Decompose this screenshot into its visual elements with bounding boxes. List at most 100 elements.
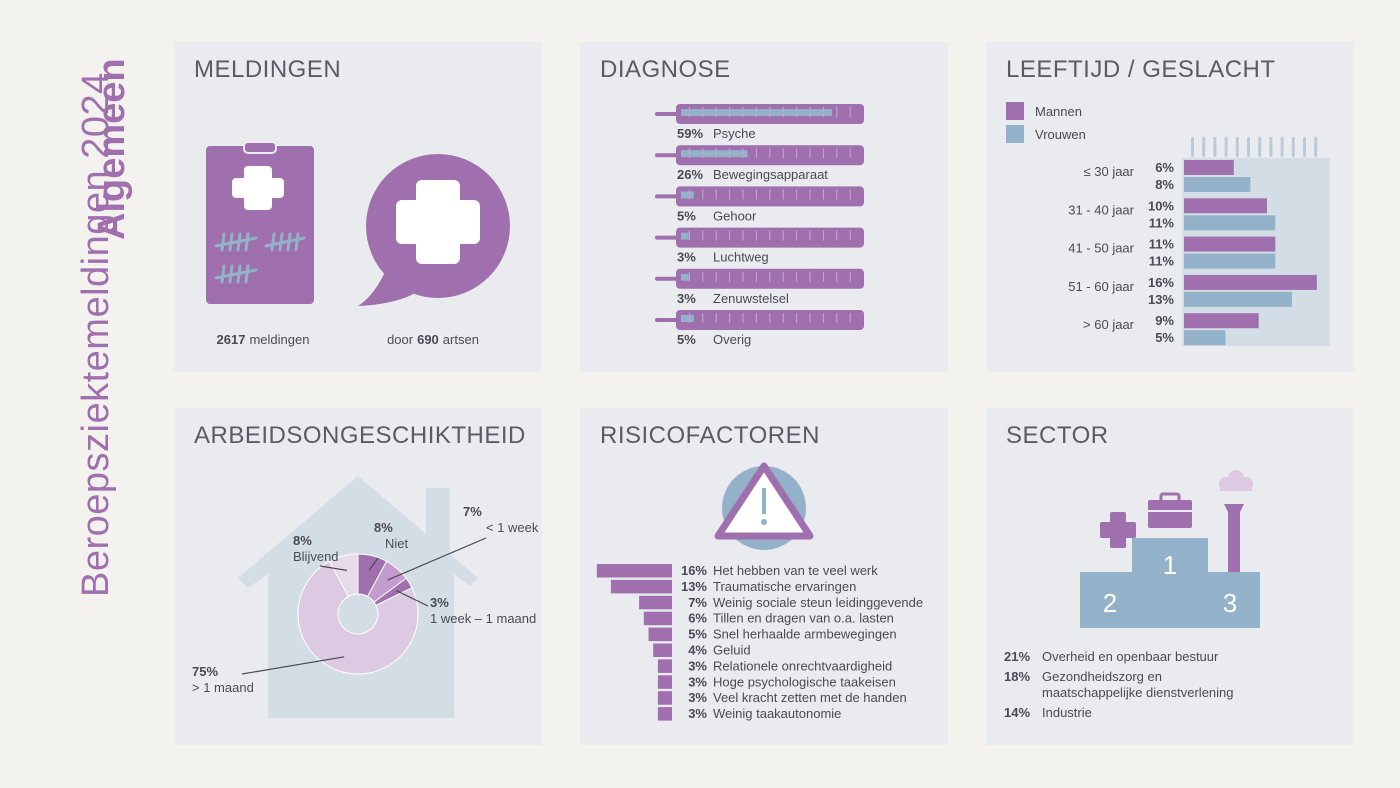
panel-title: SECTOR bbox=[1006, 422, 1109, 449]
calendar-ring bbox=[1280, 137, 1284, 157]
thermometer-stem bbox=[655, 276, 679, 281]
meldingen-graphic: 2617 meldingen door 690 artsen bbox=[206, 141, 510, 347]
risk-category: Het hebben van te veel werk bbox=[713, 563, 878, 578]
leader-line bbox=[396, 590, 429, 607]
diagnose-value: 3% bbox=[677, 291, 696, 306]
legend-label: Mannen bbox=[1035, 104, 1082, 119]
risk-value: 3% bbox=[688, 706, 707, 721]
value-mannen: 16% bbox=[1148, 275, 1174, 290]
risk-value: 5% bbox=[688, 627, 707, 642]
risk-category: Tillen en dragen van o.a. lasten bbox=[713, 611, 894, 626]
calendar-ring bbox=[1269, 137, 1273, 157]
slice-label: > 1 maand bbox=[192, 680, 254, 695]
legend-swatch bbox=[1006, 102, 1024, 120]
diagnose-value: 26% bbox=[677, 167, 703, 182]
donut-slice bbox=[297, 560, 419, 675]
calendar-ring bbox=[1291, 137, 1295, 157]
thermometer-fill bbox=[681, 150, 748, 158]
thermometer-fill bbox=[681, 232, 689, 240]
donut-slice bbox=[328, 553, 359, 598]
thermometer-stem bbox=[655, 112, 679, 116]
podium-icon: 1 2 3 bbox=[1080, 538, 1260, 628]
age-category: 41 - 50 jaar bbox=[1068, 241, 1134, 256]
value-mannen: 9% bbox=[1155, 313, 1174, 328]
bar-vrouwen bbox=[1184, 291, 1292, 307]
slice-label: < 1 week bbox=[486, 520, 539, 535]
sector-value: 18% bbox=[1004, 669, 1030, 684]
thermometer-stem bbox=[655, 153, 679, 158]
risk-bar bbox=[657, 691, 672, 705]
leader-line bbox=[241, 656, 345, 675]
risk-value: 13% bbox=[681, 579, 707, 594]
thermometer-stem bbox=[655, 235, 679, 240]
sector-value: 14% bbox=[1004, 705, 1030, 720]
panel-arbeid: ARBEIDSONGESCHIKTHEID 8% Niet 7% < 1 week 3%… bbox=[174, 408, 542, 745]
bar-vrouwen bbox=[1184, 253, 1276, 269]
diagnose-value: 59% bbox=[677, 126, 703, 141]
bar-vrouwen bbox=[1184, 177, 1251, 192]
slice-value: 7% bbox=[463, 504, 482, 519]
calendar-ring bbox=[1213, 137, 1217, 157]
value-vrouwen: 11% bbox=[1149, 215, 1175, 230]
age-category: 31 - 40 jaar bbox=[1068, 202, 1134, 217]
risk-category: Weinig sociale steun leidinggevende bbox=[713, 595, 923, 610]
age-category: > 60 jaar bbox=[1083, 317, 1135, 332]
risk-category: Weinig taakautonomie bbox=[713, 706, 841, 721]
panel-title: MELDINGEN bbox=[194, 56, 342, 83]
panel-sector: SECTOR 1 2 3 21% Overheid en openbaar bes… bbox=[986, 408, 1354, 745]
calendar-ring bbox=[1235, 137, 1239, 157]
panel-risico: RISICOFACTOREN 16% Het hebben van te veel… bbox=[580, 408, 948, 745]
meldingen-count: 2617 meldingen bbox=[217, 332, 310, 347]
legend-swatch bbox=[1006, 125, 1024, 143]
thermometer-stem bbox=[655, 194, 679, 199]
slice-label: Blijvend bbox=[293, 549, 339, 564]
report-title: Beroepsziektemeldingen 2024 bbox=[75, 72, 117, 597]
diagnose-category: Gehoor bbox=[713, 208, 757, 223]
artsen-count: door 690 artsen bbox=[387, 332, 479, 347]
factory-chimney-icon bbox=[1219, 470, 1253, 572]
podium-third: 3 bbox=[1223, 588, 1237, 618]
sector-label: Overheid en openbaar bestuur bbox=[1042, 649, 1219, 664]
diagnose-category: Bewegingsapparaat bbox=[713, 167, 828, 182]
value-vrouwen: 8% bbox=[1155, 177, 1174, 192]
legend-label: Vrouwen bbox=[1035, 127, 1086, 142]
value-vrouwen: 11% bbox=[1149, 254, 1175, 269]
diagnose-value: 5% bbox=[677, 208, 696, 223]
calendar-ring bbox=[1191, 137, 1194, 157]
risk-category: Snel herhaalde armbewegingen bbox=[713, 627, 897, 642]
diagnose-chart: 59% Psyche 26% Bewegingsapparaat 5% Gehoor 3% L… bbox=[655, 104, 864, 347]
slice-value: 75% bbox=[192, 664, 218, 679]
leader-line bbox=[387, 537, 487, 581]
bar-vrouwen bbox=[1184, 330, 1226, 346]
bar-vrouwen bbox=[1184, 215, 1276, 231]
sector-label: Gezondheidszorg en bbox=[1042, 669, 1162, 684]
age-category: 51 - 60 jaar bbox=[1068, 279, 1134, 294]
slice-value: 8% bbox=[293, 533, 312, 548]
podium-first: 1 bbox=[1163, 550, 1177, 580]
briefcase-icon bbox=[1148, 492, 1192, 528]
panel-title: LEEFTIJD / GESLACHT bbox=[1006, 56, 1276, 83]
risk-value: 6% bbox=[688, 611, 707, 626]
leader-line bbox=[368, 557, 379, 571]
warning-icon bbox=[714, 462, 814, 550]
risk-category: Hoge psychologische taakeisen bbox=[713, 674, 896, 689]
vertical-title: Beroepsziektemeldingen 2024 Algemeen bbox=[75, 58, 133, 597]
sector-label: maatschappelijke dienstverlening bbox=[1042, 685, 1234, 700]
bar-mannen bbox=[1184, 160, 1234, 175]
speech-bubble-cross-icon bbox=[358, 154, 510, 306]
diagnose-bar bbox=[655, 145, 864, 166]
panel-diagnose: DIAGNOSE 59% Psyche 26% Bewegingsapparaat 5%… bbox=[580, 42, 948, 372]
thermometer-stem bbox=[655, 318, 679, 322]
leeftijd-chart: Mannen Vrouwen ≤ 30 jaar 6% 8% 31 - 40 jaar 10… bbox=[1006, 102, 1330, 346]
diagnose-value: 3% bbox=[677, 250, 696, 265]
risico-chart: 16% Het hebben van te veel werk 13% Traumat… bbox=[596, 462, 923, 721]
diagnose-bar bbox=[655, 227, 864, 248]
risk-value: 4% bbox=[688, 643, 707, 658]
diagnose-value: 5% bbox=[677, 332, 696, 347]
thermometer-fill bbox=[681, 315, 694, 322]
sector-value: 21% bbox=[1004, 649, 1030, 664]
calendar-ring bbox=[1224, 137, 1228, 157]
risk-bar bbox=[657, 675, 672, 689]
sector-label: Industrie bbox=[1042, 705, 1092, 720]
